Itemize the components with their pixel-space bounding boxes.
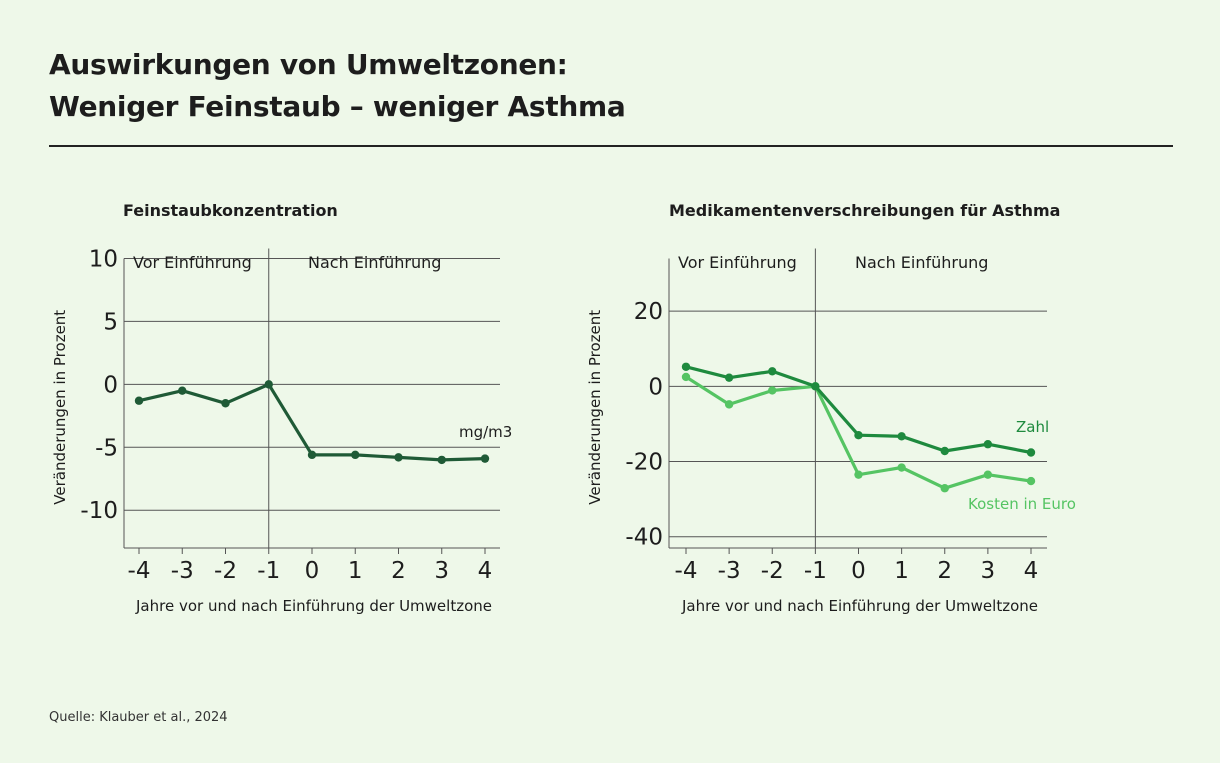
c1-x-tick-label: 2 (391, 558, 406, 584)
c2-x-tick-label: 1 (894, 558, 909, 584)
c2-y-axis-label: Veränderungen in Prozent (586, 310, 604, 505)
c2-series-line (684, 365, 1033, 455)
c1-series-label: mg/m3 (459, 423, 512, 441)
c1-y-axis-label: Veränderungen in Prozent (51, 310, 69, 505)
c2-x-tick-label: 3 (981, 558, 996, 584)
c1-data-point (221, 399, 230, 408)
c2-x-tick-label: -3 (718, 558, 741, 584)
c1-y-tick-label: 0 (103, 372, 118, 398)
c1-x-tick-label: -4 (128, 558, 151, 584)
c2-x-tick-label: -1 (804, 558, 827, 584)
c1-x-axis-label: Jahre vor und nach Einführung der Umwelt… (135, 597, 492, 615)
c1-x-tick-label: 3 (434, 558, 449, 584)
c2-x-tick-label: -2 (761, 558, 784, 584)
c2-data-point (897, 463, 906, 472)
c1-x-tick-label: 0 (305, 558, 320, 584)
c2-series-label: Kosten in Euro (968, 495, 1076, 513)
c2-data-point (983, 470, 993, 479)
c2-data-point (681, 372, 691, 382)
c1-data-point (264, 380, 273, 389)
c2-y-tick-label: 20 (634, 299, 663, 325)
c1-region-after-label: Nach Einführung (308, 253, 441, 272)
title-divider (49, 145, 1173, 147)
c2-data-point (1026, 476, 1036, 486)
chart1-title: Feinstaubkonzentration (123, 201, 338, 220)
c2-data-point (768, 367, 777, 376)
c2-data-point (940, 484, 949, 493)
c1-y-tick-label: -10 (80, 498, 118, 524)
c2-y-tick-label: -20 (625, 450, 663, 476)
c2-x-axis-label: Jahre vor und nach Einführung der Umwelt… (681, 597, 1038, 615)
main-title: Auswirkungen von Umweltzonen: Weniger Fe… (49, 44, 626, 128)
c1-data-point (394, 453, 403, 462)
c2-data-point (724, 373, 734, 382)
c2-series-label: Zahl (1016, 418, 1049, 436)
c1-data-point (480, 454, 490, 463)
c1-x-tick-label: 1 (348, 558, 363, 584)
c1-x-tick-label: -1 (257, 558, 280, 584)
c2-x-tick-label: 4 (1024, 558, 1039, 584)
c1-data-point (307, 450, 317, 460)
source-note: Quelle: Klauber et al., 2024 (49, 710, 228, 725)
c1-data-point (134, 396, 144, 405)
c2-x-tick-label: 2 (937, 558, 952, 584)
c2-x-tick-label: -4 (675, 558, 698, 584)
c2-y-tick-label: 0 (648, 374, 663, 400)
c1-x-tick-label: -2 (214, 558, 237, 584)
c2-data-point (811, 382, 820, 391)
chart2-title: Medikamentenverschreibungen für Asthma (669, 201, 1061, 220)
c2-data-point (681, 362, 691, 371)
c1-data-point (351, 450, 360, 460)
c2-data-point (768, 386, 777, 395)
c1-x-tick-label: 4 (478, 558, 493, 584)
c1-x-tick-label: -3 (171, 558, 194, 584)
c1-y-tick-label: 10 (89, 247, 118, 273)
c1-data-point (437, 455, 446, 465)
c2-region-before-label: Vor Einführung (678, 253, 797, 272)
c1-y-tick-label: -5 (95, 435, 118, 461)
main-title-line2: Weniger Feinstaub – weniger Asthma (49, 90, 626, 123)
main-title-line1: Auswirkungen von Umweltzonen: (49, 48, 568, 81)
c2-data-point (854, 470, 863, 479)
c2-data-point (940, 446, 949, 456)
c2-y-tick-label: -40 (625, 525, 663, 551)
c2-data-point (983, 440, 993, 449)
c2-data-point (1026, 448, 1036, 457)
c2-data-point (897, 432, 906, 441)
c2-data-point (724, 400, 734, 409)
c1-y-tick-label: 5 (103, 309, 118, 335)
c2-x-tick-label: 0 (851, 558, 866, 584)
c2-region-after-label: Nach Einführung (855, 253, 988, 272)
c2-data-point (854, 431, 863, 440)
c1-data-point (178, 386, 187, 395)
c1-region-before-label: Vor Einführung (133, 253, 252, 272)
